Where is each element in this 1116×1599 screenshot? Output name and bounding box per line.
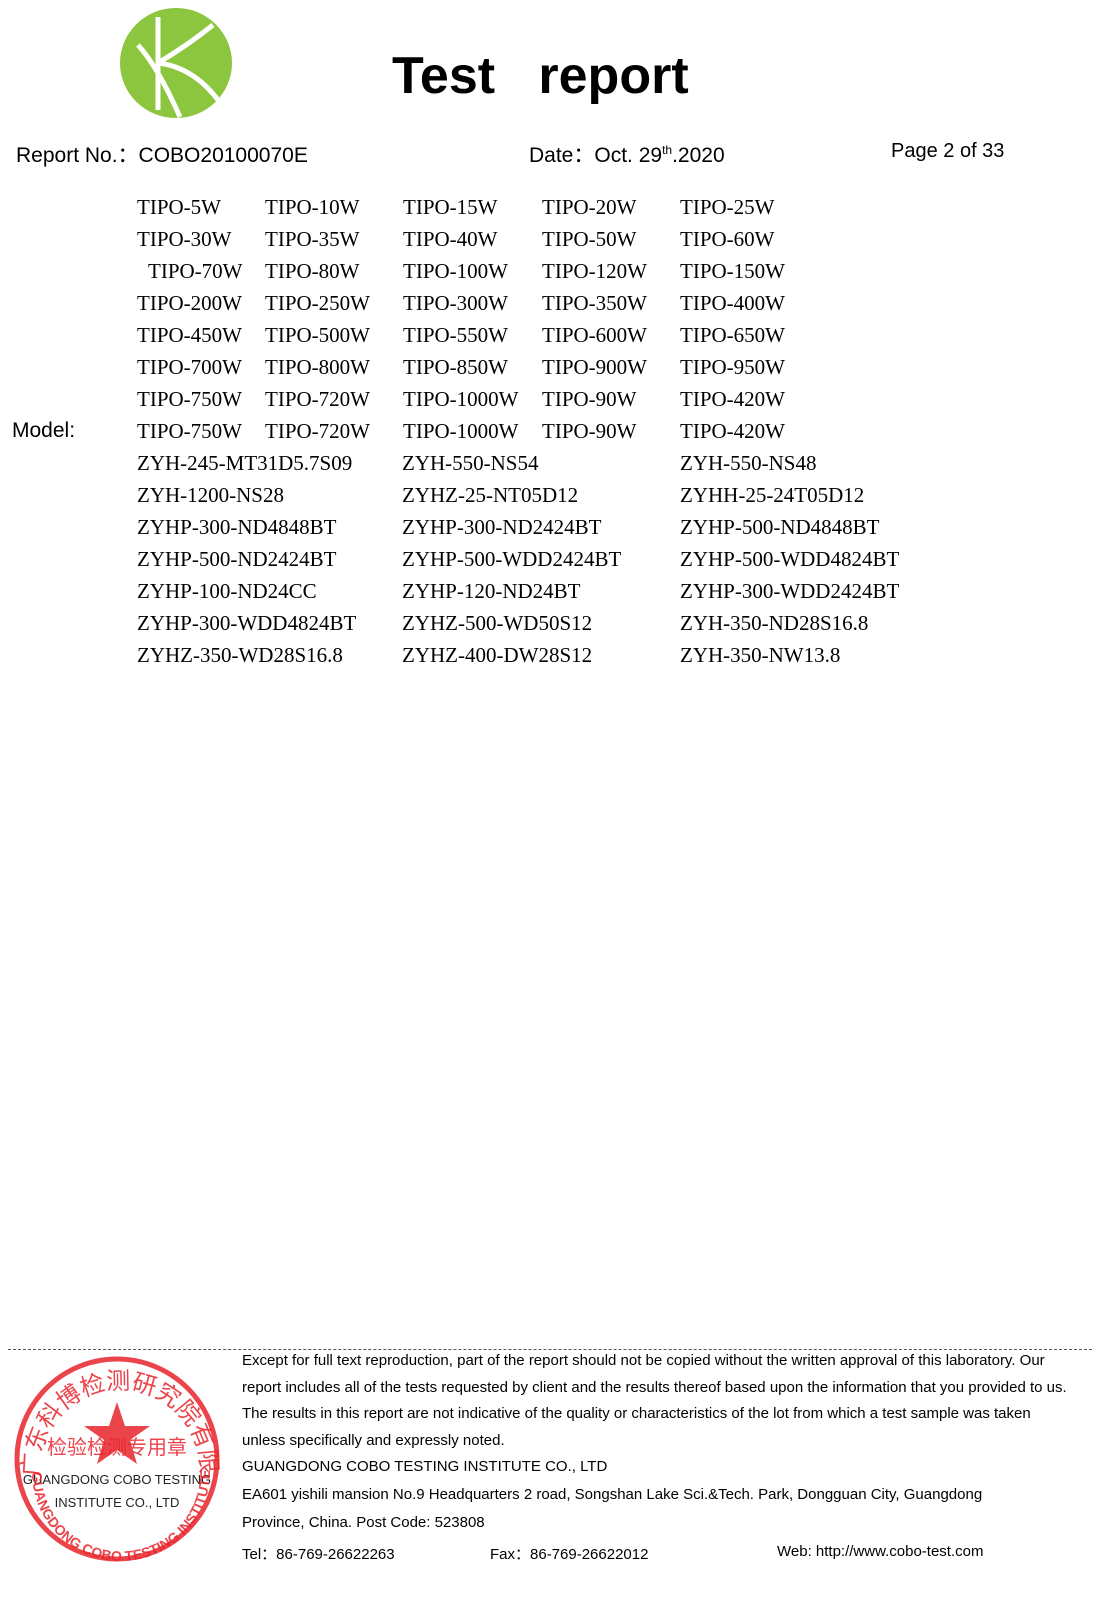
model-name: TIPO-1000W xyxy=(403,419,519,443)
model-name: TIPO-720W xyxy=(265,387,370,411)
model-name: TIPO-70W xyxy=(148,259,243,283)
model-name: TIPO-20W xyxy=(542,195,637,219)
model-name: TIPO-90W xyxy=(542,387,637,411)
model-name: TIPO-350W xyxy=(542,291,647,315)
model-name: ZYHP-500-WDD2424BT xyxy=(402,547,622,571)
model-name: TIPO-1000W xyxy=(403,387,519,411)
model-name: TIPO-100W xyxy=(403,259,508,283)
model-name: TIPO-720W xyxy=(265,419,370,443)
tel: Tel：86-769-26622263 xyxy=(242,1546,395,1563)
model-name: ZYHP-500-WDD4824BT xyxy=(680,547,900,571)
report-no: Report No.：COBO20100070E xyxy=(16,144,308,167)
model-name: ZYHZ-350-WD28S16.8 xyxy=(137,643,343,667)
date: Date：Oct. 29th.2020 xyxy=(529,139,725,169)
model-name: TIPO-950W xyxy=(680,355,785,379)
address-line: EA601 yishili mansion No.9 Headquarters … xyxy=(242,1486,983,1503)
model-name: TIPO-300W xyxy=(403,291,508,315)
model-name: ZYHP-500-ND2424BT xyxy=(137,547,337,571)
title: Test report xyxy=(392,47,689,105)
model-name: ZYHZ-25-NT05D12 xyxy=(402,483,579,507)
model-name: TIPO-200W xyxy=(137,291,242,315)
stamp-line1: GUANGDONG COBO TESTING xyxy=(23,1472,211,1487)
model-name: TIPO-420W xyxy=(680,387,785,411)
stamp-middle: 检验检测专用章 xyxy=(47,1435,187,1459)
model-name: ZYHP-300-WDD4824BT xyxy=(137,611,357,635)
model-name: TIPO-750W xyxy=(137,387,242,411)
date-main: Date：Oct. 29 xyxy=(529,144,663,167)
model-name: ZYHP-300-ND2424BT xyxy=(402,515,602,539)
model-name: TIPO-550W xyxy=(403,323,508,347)
date-year: .2020 xyxy=(672,144,725,167)
model-name: ZYH-1200-NS28 xyxy=(137,483,284,507)
model-name: TIPO-15W xyxy=(403,195,498,219)
disclaimer-line: The results in this report are not indic… xyxy=(242,1405,1031,1422)
model-name: ZYHP-300-WDD2424BT xyxy=(680,579,900,603)
web: Web: http://www.cobo-test.com xyxy=(777,1543,984,1560)
model-name: TIPO-90W xyxy=(542,419,637,443)
model-name: TIPO-800W xyxy=(265,355,370,379)
model-name: TIPO-400W xyxy=(680,291,785,315)
model-name: TIPO-250W xyxy=(265,291,370,315)
model-name: ZYH-350-ND28S16.8 xyxy=(680,611,869,635)
disclaimer-line: report includes all of the tests request… xyxy=(242,1379,1067,1396)
model-name: TIPO-120W xyxy=(542,259,647,283)
model-name: TIPO-450W xyxy=(137,323,242,347)
model-name: ZYHP-300-ND4848BT xyxy=(137,515,337,539)
model-name: ZYH-245-MT31D5.7S09 xyxy=(137,451,353,475)
model-name: ZYH-550-NS54 xyxy=(402,451,539,475)
model-name: TIPO-500W xyxy=(265,323,370,347)
model-name: TIPO-650W xyxy=(680,323,785,347)
model-name: ZYHP-500-ND4848BT xyxy=(680,515,880,539)
model-label: Model: xyxy=(12,419,76,442)
model-name: ZYHH-25-24T05D12 xyxy=(680,483,865,507)
model-name: TIPO-30W xyxy=(137,227,232,251)
model-name: TIPO-35W xyxy=(265,227,360,251)
model-name: TIPO-850W xyxy=(403,355,508,379)
model-name: ZYHP-100-ND24CC xyxy=(137,579,317,603)
date-sup: th xyxy=(662,143,673,157)
model-name: TIPO-60W xyxy=(680,227,775,251)
fax: Fax：86-769-26622012 xyxy=(490,1546,649,1563)
logo xyxy=(120,8,232,119)
model-name: ZYH-550-NS48 xyxy=(680,451,817,475)
model-name: TIPO-10W xyxy=(265,195,360,219)
model-name: TIPO-50W xyxy=(542,227,637,251)
company: GUANGDONG COBO TESTING INSTITUTE CO., LT… xyxy=(242,1458,608,1475)
model-name: TIPO-700W xyxy=(137,355,242,379)
model-name: ZYHP-120-ND24BT xyxy=(402,579,581,603)
model-name: ZYH-350-NW13.8 xyxy=(680,643,841,667)
model-name: TIPO-5W xyxy=(137,195,221,219)
disclaimer-line: unless specifically and expressly noted. xyxy=(242,1432,505,1449)
model-name: TIPO-600W xyxy=(542,323,647,347)
model-name: TIPO-25W xyxy=(680,195,775,219)
model-name: TIPO-420W xyxy=(680,419,785,443)
model-name: ZYHZ-500-WD50S12 xyxy=(402,611,593,635)
model-name: TIPO-750W xyxy=(137,419,242,443)
stamp: 广东科博检测研究院有限公司 检验检测专用章 GUANGDONG COBO TES… xyxy=(10,1352,223,1564)
page-number: Page 2 of 33 xyxy=(891,140,1005,162)
stamp-line2: INSTITUTE CO., LTD xyxy=(55,1495,180,1510)
separator xyxy=(8,1349,1092,1350)
model-name: ZYHZ-400-DW28S12 xyxy=(402,643,593,667)
model-name: TIPO-150W xyxy=(680,259,785,283)
model-name: TIPO-80W xyxy=(265,259,360,283)
address-line: Province, China. Post Code: 523808 xyxy=(242,1514,485,1531)
model-name: TIPO-40W xyxy=(403,227,498,251)
model-name: TIPO-900W xyxy=(542,355,647,379)
disclaimer-line: Except for full text reproduction, part … xyxy=(242,1352,1045,1369)
